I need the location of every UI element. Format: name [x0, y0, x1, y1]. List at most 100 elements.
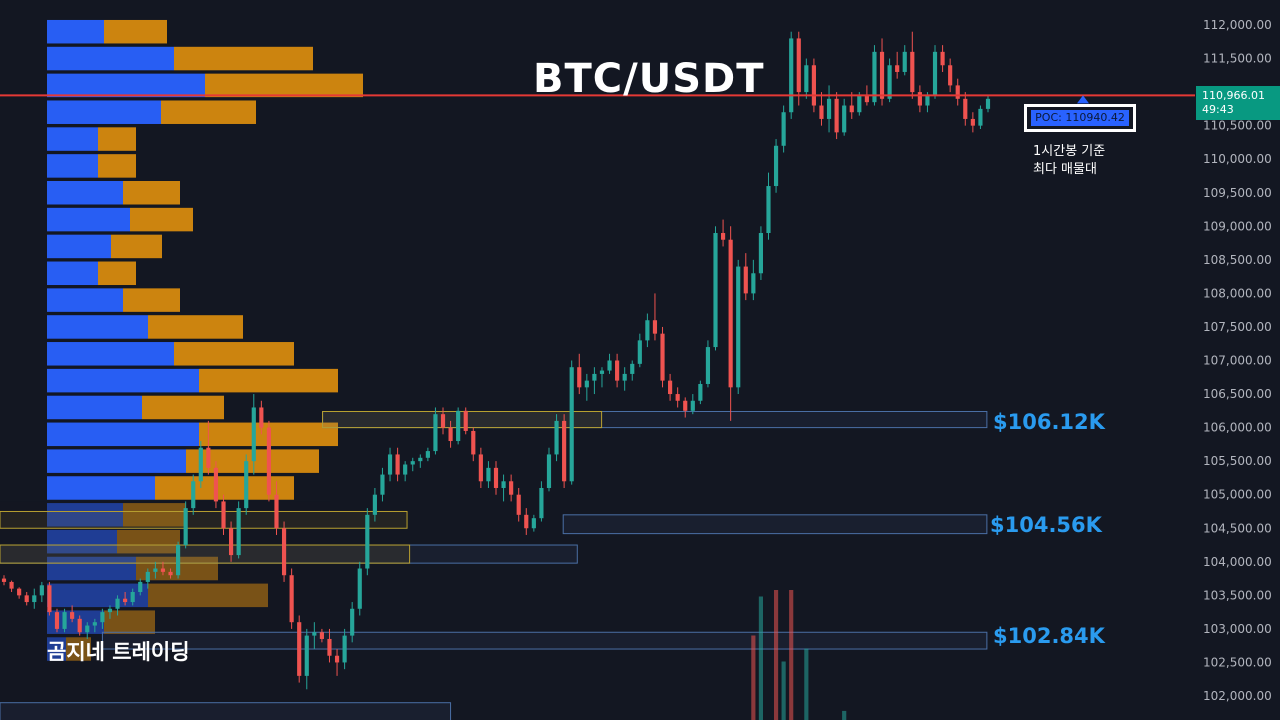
- y-tick-label: 103,000.00: [1203, 622, 1272, 636]
- volume-profile-sell: [98, 261, 136, 286]
- poc-marker-icon: [1077, 95, 1089, 104]
- volume-profile-sell: [148, 315, 243, 339]
- candle-body: [493, 467, 499, 488]
- candle-body: [622, 373, 627, 381]
- volume-profile-sell: [111, 234, 162, 259]
- y-tick-label: 103,500.00: [1203, 588, 1272, 602]
- candle-body: [607, 360, 612, 371]
- current-price: 110,966.01: [1202, 89, 1265, 102]
- candle-body: [758, 233, 764, 274]
- candle-body: [751, 273, 756, 294]
- candle-body: [728, 239, 733, 388]
- candle-body: [319, 632, 324, 639]
- watermark-text: 곰지네 트레이딩: [47, 640, 190, 664]
- volume-profile-sell: [66, 637, 91, 661]
- volume-bar: [781, 661, 786, 720]
- volume-bar: [789, 590, 794, 720]
- volume-profile-buy: [47, 207, 130, 232]
- poc-note: 1시간봉 기준 최다 매물대: [1033, 144, 1106, 177]
- candle-body: [372, 494, 377, 515]
- candle-body: [39, 585, 44, 596]
- candle-body: [736, 266, 741, 388]
- candle-body: [24, 595, 29, 603]
- volume-profile-buy: [47, 234, 111, 259]
- y-tick-label: 108,500.00: [1203, 253, 1272, 267]
- candle-body: [516, 494, 521, 515]
- candle-body: [115, 598, 120, 609]
- zone-blue: [101, 631, 988, 650]
- y-tick-label: 107,000.00: [1203, 354, 1272, 368]
- y-tick-label: 110,000.00: [1203, 152, 1272, 166]
- volume-profile-sell: [123, 503, 186, 527]
- candle-body: [123, 598, 128, 603]
- candle-body: [849, 105, 854, 113]
- candle-body: [357, 568, 362, 609]
- zone-blue: [562, 514, 988, 535]
- candle-body: [872, 51, 877, 103]
- volume-profile-buy: [47, 449, 186, 473]
- volume-profile-sell: [199, 368, 338, 393]
- candle-body: [17, 588, 22, 596]
- candle-body: [645, 320, 650, 341]
- candle-body: [403, 464, 408, 475]
- volume-profile-sell: [130, 207, 193, 232]
- y-tick-label: 107,500.00: [1203, 320, 1272, 334]
- candle-body: [463, 410, 468, 431]
- volume-bar: [842, 710, 847, 720]
- chart-title: BTC/USDT: [533, 56, 765, 102]
- candle-body: [281, 528, 287, 576]
- y-tick-label: 105,500.00: [1203, 454, 1272, 468]
- volume-profile-sell: [161, 100, 256, 124]
- volume-profile-buy: [47, 583, 148, 608]
- candle-body: [425, 451, 430, 458]
- candle-body: [811, 65, 816, 106]
- volume-bar: [773, 590, 779, 720]
- volume-profile-sell: [205, 73, 363, 98]
- y-tick-label: 102,000.00: [1203, 689, 1272, 703]
- candle-body: [932, 51, 938, 96]
- candle-body: [130, 591, 135, 603]
- candle-body: [562, 420, 567, 482]
- candle-body: [236, 508, 241, 556]
- candle-body: [766, 186, 771, 234]
- zone-gold: [0, 544, 411, 564]
- candle-body: [615, 360, 620, 381]
- candle-body: [857, 95, 862, 113]
- candle-body: [569, 367, 574, 482]
- candle-body: [206, 447, 211, 468]
- candle-body: [342, 635, 347, 663]
- volume-profile-sell: [98, 154, 136, 178]
- y-tick-label: 104,500.00: [1203, 521, 1272, 535]
- candle-body: [289, 575, 294, 623]
- candle-body: [826, 98, 832, 119]
- candle-body: [213, 467, 219, 502]
- volume-profile-sell: [148, 583, 268, 608]
- candle-body: [819, 105, 824, 119]
- price-axis[interactable]: 112,000.00111,500.00111,000.00110,500.00…: [1203, 18, 1272, 703]
- y-tick-label: 108,000.00: [1203, 286, 1272, 300]
- candle-body: [395, 454, 400, 475]
- candle-body: [107, 608, 113, 613]
- volume-profile-buy: [47, 154, 98, 178]
- volume-profile-sell: [123, 181, 180, 205]
- candle-body: [350, 608, 355, 636]
- level-label-102: $102.84K: [993, 624, 1105, 648]
- candle-body: [266, 427, 272, 495]
- candle-body: [675, 394, 680, 401]
- candle-body: [380, 474, 385, 495]
- y-tick-label: 106,000.00: [1203, 421, 1272, 435]
- candle-body: [773, 145, 779, 187]
- volume-profile-buy: [47, 127, 98, 151]
- candle-body: [62, 612, 67, 629]
- candle-body: [683, 400, 688, 411]
- y-tick-label: 109,000.00: [1203, 219, 1272, 233]
- volume-profile-sell: [155, 476, 294, 500]
- candle-body: [433, 414, 438, 452]
- candle-body: [221, 501, 226, 529]
- volume-profile-buy: [47, 46, 174, 71]
- candle-body: [274, 494, 279, 529]
- candle-body: [327, 638, 332, 656]
- volume-profile-buy: [47, 610, 104, 634]
- candle-body: [1, 578, 7, 582]
